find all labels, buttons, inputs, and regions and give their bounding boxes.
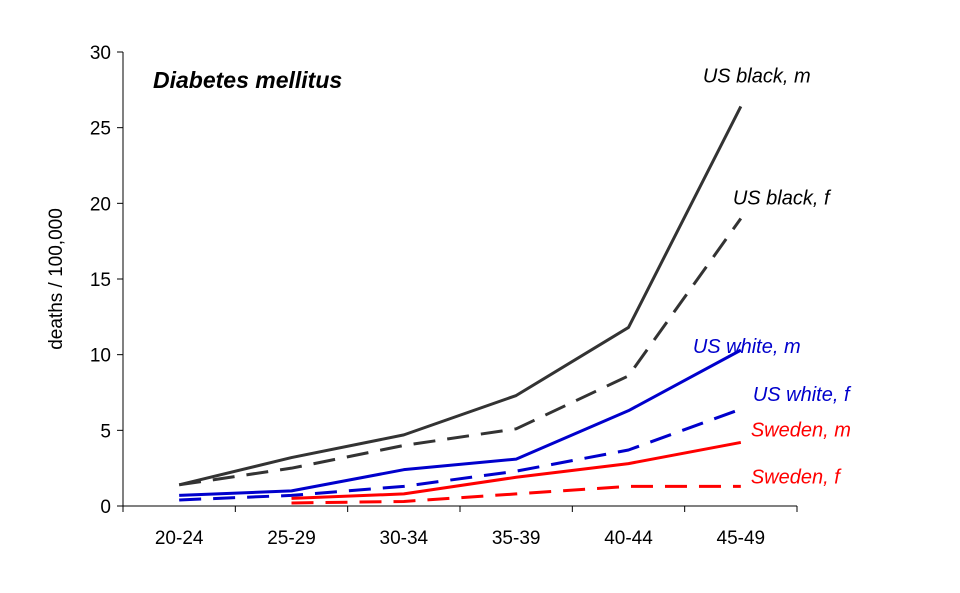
x-tick-label: 25-29 [267, 528, 316, 549]
y-axis-title: deaths / 100,000 [46, 208, 67, 350]
y-tick-label: 30 [90, 43, 111, 64]
chart-title: Diabetes mellitus [153, 67, 342, 93]
series-label-sweden-m: Sweden, m [751, 419, 851, 441]
series-label-sweden-f: Sweden, f [751, 466, 842, 488]
y-tick-label: 10 [90, 346, 111, 367]
series-line-us-black-m [178, 105, 743, 487]
series-line-sweden-m [291, 440, 742, 500]
x-tick-label: 45-49 [717, 528, 766, 549]
series-label-us-white-m: US white, m [693, 336, 801, 358]
y-tick-label: 15 [90, 270, 111, 291]
x-tick-label: 30-34 [380, 528, 429, 549]
x-tick-label: 35-39 [492, 528, 541, 549]
y-tick-label: 25 [90, 119, 111, 140]
series-label-us-black-m: US black, m [703, 65, 811, 87]
series-line-us-black-f [178, 217, 743, 487]
y-tick-label: 20 [90, 194, 111, 215]
series-line-us-white-f [179, 407, 742, 502]
y-tick-label: 5 [100, 421, 111, 442]
series-label-us-white-f: US white, f [753, 384, 852, 406]
x-tick-label: 40-44 [604, 528, 653, 549]
series-line-sweden-f [291, 484, 741, 505]
x-tick-label: 20-24 [155, 528, 204, 549]
series-label-us-black-f: US black, f [733, 187, 832, 209]
y-tick-label: 0 [100, 497, 111, 518]
series-line-us-white-m [179, 348, 742, 497]
